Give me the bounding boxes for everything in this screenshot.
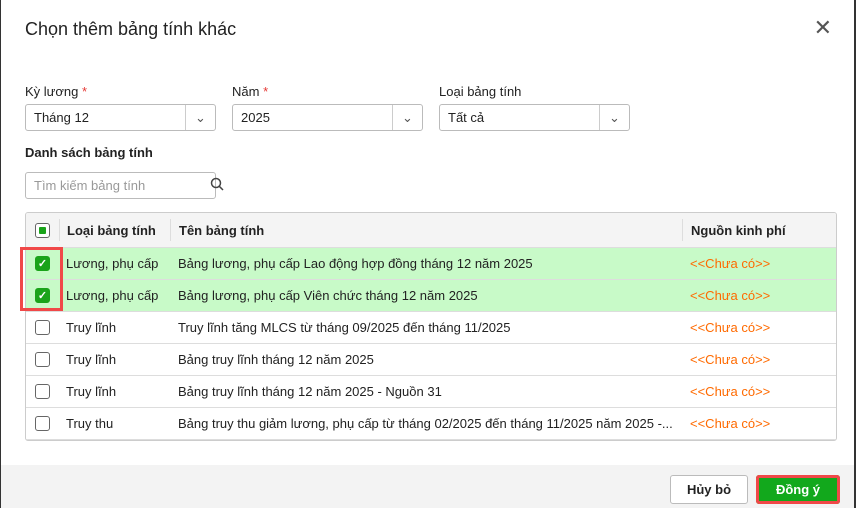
row-source[interactable]: <<Chưa có>> <box>690 416 771 431</box>
period-label-text: Kỳ lương <box>25 84 79 99</box>
type-label: Loại bảng tính <box>439 84 522 99</box>
row-type: Lương, phụ cấp <box>66 288 159 303</box>
header-source[interactable]: Nguồn kinh phí <box>682 219 836 241</box>
row-type: Truy lĩnh <box>66 352 117 367</box>
chevron-down-icon[interactable]: ⌄ <box>392 105 422 130</box>
row-checkbox[interactable]: ✓ <box>35 256 50 271</box>
header-name[interactable]: Tên bảng tính <box>170 219 682 241</box>
row-name: Bảng lương, phụ cấp Viên chức tháng 12 n… <box>178 288 478 303</box>
table-row[interactable]: Truy lĩnh Bảng truy lĩnh tháng 12 năm 20… <box>26 344 836 376</box>
table-row[interactable]: Truy lĩnh Bảng truy lĩnh tháng 12 năm 20… <box>26 376 836 408</box>
select-all-checkbox[interactable] <box>35 222 50 238</box>
row-source[interactable]: <<Chưa có>> <box>690 288 771 303</box>
row-source[interactable]: <<Chưa có>> <box>690 320 771 335</box>
required-mark: * <box>263 84 269 99</box>
header-type[interactable]: Loại bảng tính <box>59 219 170 241</box>
year-value: 2025 <box>241 110 270 125</box>
row-checkbox[interactable] <box>35 416 50 431</box>
row-name: Truy lĩnh tăng MLCS từ tháng 09/2025 đến… <box>178 320 511 335</box>
ok-button[interactable]: Đồng ý <box>756 475 840 504</box>
highlight-box <box>20 247 63 311</box>
dialog-title: Chọn thêm bảng tính khác <box>25 19 237 39</box>
row-type: Truy lĩnh <box>66 320 117 335</box>
row-source[interactable]: <<Chưa có>> <box>690 256 771 271</box>
row-type: Truy thu <box>66 416 114 431</box>
chevron-down-icon[interactable]: ⌄ <box>599 105 629 130</box>
type-value: Tất cả <box>448 110 485 125</box>
row-type: Lương, phụ cấp <box>66 256 159 271</box>
search-icon[interactable] <box>210 177 224 194</box>
row-name: Bảng truy thu giảm lương, phụ cấp từ thá… <box>178 416 673 431</box>
table-row[interactable]: ✓ Lương, phụ cấp Bảng lương, phụ cấp Viê… <box>26 280 836 312</box>
row-type: Truy lĩnh <box>66 384 117 399</box>
close-icon[interactable]: ✕ <box>813 15 832 40</box>
row-name: Bảng lương, phụ cấp Lao động hợp đồng th… <box>178 256 533 271</box>
cancel-button[interactable]: Hủy bỏ <box>670 475 748 504</box>
period-label: Kỳ lương * <box>25 84 87 99</box>
chevron-down-icon[interactable]: ⌄ <box>185 105 215 130</box>
table-header: Loại bảng tính Tên bảng tính Nguồn kinh … <box>26 213 836 248</box>
table-row[interactable]: Truy thu Bảng truy thu giảm lương, phụ c… <box>26 408 836 440</box>
table-row[interactable]: Truy lĩnh Truy lĩnh tăng MLCS từ tháng 0… <box>26 312 836 344</box>
search-input[interactable] <box>34 178 210 193</box>
required-mark: * <box>81 84 88 99</box>
type-select[interactable]: Tất cả ⌄ <box>439 104 630 131</box>
year-select[interactable]: 2025 ⌄ <box>232 104 423 131</box>
row-checkbox[interactable] <box>35 320 50 335</box>
row-name: Bảng truy lĩnh tháng 12 năm 2025 <box>178 352 374 367</box>
search-box <box>25 172 224 199</box>
year-label-text: Năm <box>232 84 260 99</box>
year-label: Năm * <box>232 84 268 99</box>
row-checkbox[interactable] <box>35 352 50 367</box>
period-value: Tháng 12 <box>34 110 89 125</box>
sheet-table: Loại bảng tính Tên bảng tính Nguồn kinh … <box>25 212 837 441</box>
row-source[interactable]: <<Chưa có>> <box>690 352 771 367</box>
row-checkbox[interactable]: ✓ <box>35 288 50 303</box>
period-select[interactable]: Tháng 12 ⌄ <box>25 104 216 131</box>
list-label: Danh sách bảng tính <box>25 145 153 160</box>
row-name: Bảng truy lĩnh tháng 12 năm 2025 - Nguồn… <box>178 384 442 399</box>
row-checkbox[interactable] <box>35 384 50 399</box>
table-row[interactable]: ✓ Lương, phụ cấp Bảng lương, phụ cấp Lao… <box>26 248 836 280</box>
row-source[interactable]: <<Chưa có>> <box>690 384 771 399</box>
